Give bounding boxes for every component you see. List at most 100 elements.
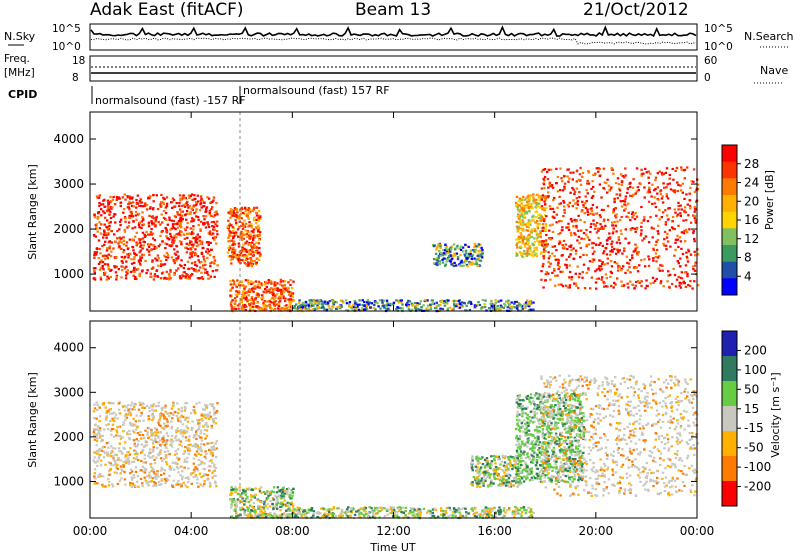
- echo-cell: [170, 440, 172, 442]
- echo-cell: [325, 303, 327, 305]
- echo-cell: [179, 194, 181, 196]
- echo-cell: [689, 199, 691, 201]
- echo-cell: [247, 299, 249, 301]
- echo-cell: [649, 191, 651, 193]
- echo-cell: [286, 309, 288, 311]
- echo-cell: [109, 196, 111, 198]
- echo-cell: [204, 269, 206, 271]
- echo-cell: [98, 456, 100, 458]
- echo-cell: [280, 281, 282, 283]
- echo-cell: [591, 180, 593, 182]
- echo-cell: [664, 209, 666, 211]
- echo-cell: [554, 255, 556, 257]
- echo-cell: [545, 279, 547, 281]
- echo-cell: [549, 224, 551, 226]
- echo-cell: [186, 233, 188, 235]
- echo-cell: [108, 481, 110, 483]
- echo-cell: [593, 191, 595, 193]
- echo-cell: [433, 245, 435, 247]
- echo-cell: [163, 417, 165, 419]
- echo-cell: [640, 222, 642, 224]
- echo-cell: [552, 246, 554, 248]
- echo-cell: [249, 307, 251, 309]
- echo-cell: [142, 205, 144, 207]
- echo-cell: [634, 212, 636, 214]
- echo-cell: [540, 236, 542, 238]
- echo-cell: [678, 285, 680, 287]
- echo-cell: [180, 231, 182, 233]
- echo-cell: [447, 300, 449, 302]
- echo-cell: [616, 221, 618, 223]
- echo-cell: [241, 497, 243, 499]
- echo-cell: [125, 274, 127, 276]
- echo-cell: [112, 485, 114, 487]
- echo-cell: [163, 473, 165, 475]
- echo-cell: [299, 507, 301, 509]
- echo-cell: [565, 244, 567, 246]
- echo-cell: [693, 238, 695, 240]
- echo-cell: [656, 249, 658, 251]
- echo-cell: [140, 469, 142, 471]
- echo-cell: [556, 207, 558, 209]
- echo-cell: [200, 454, 202, 456]
- echo-cell: [482, 299, 484, 301]
- echo-cell: [209, 254, 211, 256]
- echo-cell: [526, 255, 528, 257]
- echo-cell: [257, 252, 259, 254]
- echo-cell: [129, 253, 131, 255]
- echo-cell: [192, 252, 194, 254]
- echo-cell: [666, 233, 668, 235]
- echo-cell: [98, 257, 100, 259]
- echo-cell: [276, 498, 278, 500]
- echo-cell: [666, 193, 668, 195]
- echo-cell: [657, 186, 659, 188]
- echo-cell: [493, 507, 495, 509]
- echo-cell: [155, 478, 157, 480]
- echo-cell: [230, 305, 232, 307]
- echo-cell: [259, 283, 261, 285]
- echo-cell: [333, 506, 335, 508]
- echo-cell: [627, 286, 629, 288]
- echo-cell: [149, 195, 151, 197]
- echo-cell: [401, 304, 403, 306]
- echo-cell: [246, 236, 248, 238]
- echo-cell: [128, 196, 130, 198]
- echo-cell: [536, 240, 538, 242]
- echo-cell: [174, 437, 176, 439]
- echo-cell: [166, 203, 168, 205]
- echo-cell: [269, 301, 271, 303]
- echo-cell: [354, 514, 356, 516]
- echo-cell: [516, 196, 518, 198]
- echo-cell: [230, 486, 232, 488]
- echo-cell: [123, 240, 125, 242]
- echo-cell: [137, 459, 139, 461]
- echo-cell: [141, 201, 143, 203]
- echo-cell: [94, 424, 96, 426]
- echo-cell: [126, 433, 128, 435]
- echo-cell: [95, 226, 97, 228]
- echo-cell: [153, 200, 155, 202]
- freq-tick-top: 18: [72, 55, 85, 67]
- echo-cell: [331, 513, 333, 515]
- echo-cell: [166, 418, 168, 420]
- echo-cell: [165, 235, 167, 237]
- echo-cell: [687, 214, 689, 216]
- echo-cell: [136, 232, 138, 234]
- echo-cell: [232, 244, 234, 246]
- power-ylabel: Slant Range [km]: [26, 164, 39, 260]
- echo-cell: [241, 296, 243, 298]
- echo-cell: [178, 232, 180, 234]
- echo-cell: [169, 468, 171, 470]
- echo-cell: [530, 195, 532, 197]
- echo-cell: [215, 467, 217, 469]
- echo-cell: [446, 252, 448, 254]
- echo-cell: [113, 233, 115, 235]
- echo-cell: [604, 263, 606, 265]
- echo-cell: [680, 215, 682, 217]
- echo-cell: [612, 224, 614, 226]
- echo-cell: [116, 464, 118, 466]
- echo-cell: [451, 258, 453, 260]
- echo-cell: [235, 231, 237, 233]
- echo-cell: [607, 262, 609, 264]
- echo-cell: [665, 186, 667, 188]
